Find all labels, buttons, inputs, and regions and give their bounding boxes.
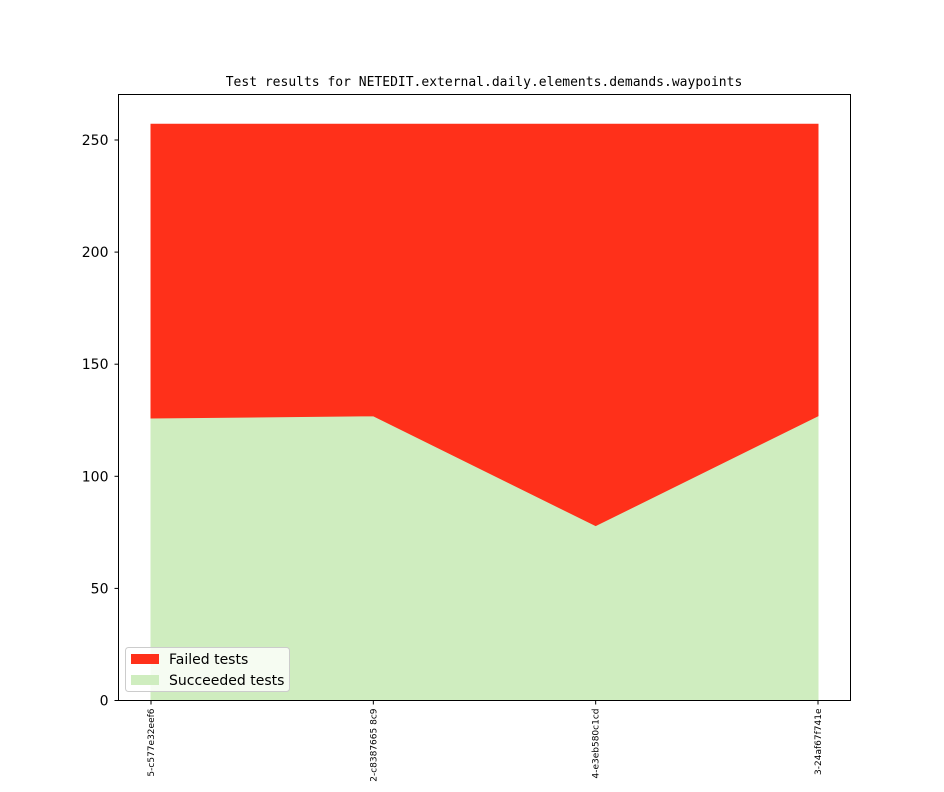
y-tick-label: 250 — [82, 133, 109, 149]
y-tick-label: 150 — [82, 357, 109, 373]
legend-box — [125, 647, 290, 692]
y-tick-label: 50 — [91, 581, 109, 597]
legend-label-succeeded: Succeeded tests — [169, 673, 284, 689]
x-axis: 5-c577e32eef6 2-c8387665 8c9 4-e3eb580c1cd… — [147, 700, 824, 782]
y-tick-label: 0 — [100, 694, 109, 710]
x-tick-label: 2-c8387665 8c9 — [369, 708, 379, 782]
x-tick-label: 4-e3eb580c1cd — [592, 709, 602, 779]
legend: Failed tests Succeeded tests — [125, 647, 290, 692]
legend-swatch-succeeded — [131, 675, 159, 685]
plot-frame — [118, 94, 851, 701]
legend-label-failed: Failed tests — [169, 652, 248, 668]
areas-layer — [150, 123, 819, 701]
y-axis: 0 50 100 150 200 250 — [82, 133, 119, 710]
chart-title: Test results for NETEDIT.external.daily.… — [226, 75, 743, 90]
area-failed-tests — [150, 123, 819, 527]
x-tick-label: 5-c577e32eef6 — [147, 708, 157, 776]
x-tick-label: 3-24af67f741e — [814, 708, 824, 775]
y-tick-label: 200 — [82, 245, 109, 261]
legend-swatch-failed — [131, 654, 159, 664]
y-tick-label: 100 — [82, 469, 109, 485]
